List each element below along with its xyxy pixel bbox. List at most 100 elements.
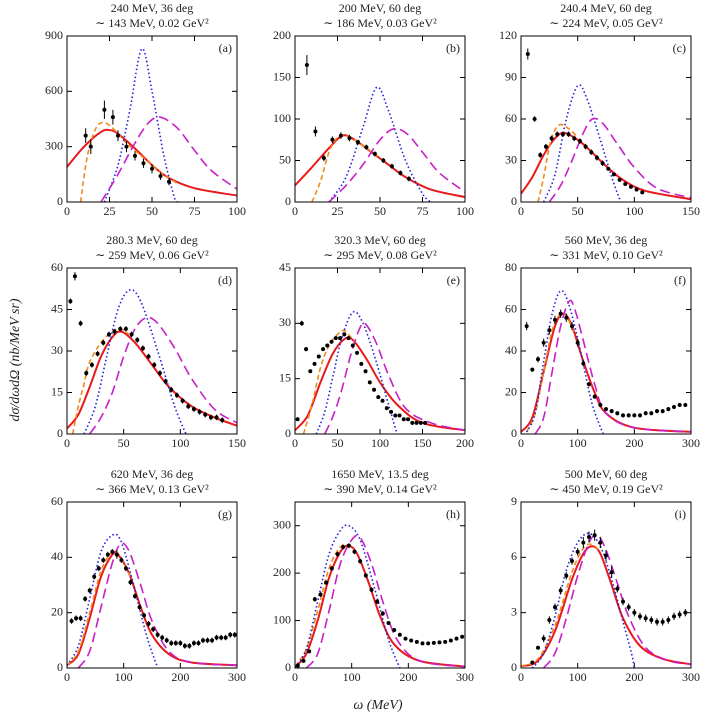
y-tick-label: 90 (505, 69, 517, 83)
data-point (102, 107, 107, 112)
plot-frame (66, 35, 238, 203)
data-point (672, 614, 676, 619)
y-tick-label: 80 (505, 260, 517, 274)
data-point (592, 394, 597, 399)
data-point (329, 566, 334, 571)
y-tick-label: 60 (51, 494, 63, 508)
plot-area (295, 524, 465, 668)
data-point (538, 152, 543, 157)
data-point (649, 618, 654, 623)
data-point (164, 638, 169, 643)
data-point (414, 420, 419, 425)
data-point (598, 540, 603, 545)
data-point (606, 166, 611, 171)
x-tick-label: 0 (64, 436, 70, 450)
x-tick-label: 25 (332, 204, 344, 218)
y-tick-label: 20 (505, 384, 517, 398)
data-point (683, 610, 688, 615)
data-point (628, 184, 633, 189)
x-tick-label: 150 (414, 436, 432, 450)
y-tick-label: 40 (505, 343, 517, 357)
plot-area (67, 533, 237, 668)
data-point (530, 367, 535, 372)
data-point (389, 164, 394, 169)
y-tick-label: 60 (505, 301, 517, 315)
y-tick-label: 50 (279, 152, 291, 166)
data-point (191, 641, 196, 646)
data-point (341, 545, 346, 550)
data-point (220, 418, 225, 423)
x-tick-label: 100 (625, 204, 643, 218)
data-point (589, 150, 594, 155)
panel-label: (h) (446, 507, 460, 521)
model-curve (83, 288, 187, 434)
x-tick-label: 100 (115, 670, 133, 684)
data-point (150, 166, 154, 171)
model-curve (543, 534, 691, 668)
data-point (666, 407, 671, 412)
data-point (133, 153, 137, 158)
data-point (397, 413, 402, 418)
data-point (621, 599, 625, 604)
x-tick-label: 300 (682, 436, 700, 450)
data-point (68, 299, 73, 304)
data-point (558, 588, 563, 593)
data-point (180, 398, 185, 403)
plot-area (295, 310, 465, 434)
data-point (308, 369, 313, 374)
panel-label: (c) (673, 41, 686, 55)
data-point (119, 558, 124, 563)
data-point (350, 343, 355, 348)
data-point (448, 638, 453, 643)
data-point (187, 643, 192, 648)
data-point (609, 570, 614, 575)
data-point (155, 632, 160, 637)
x-tick-label: 200 (625, 670, 643, 684)
data-point (406, 176, 411, 181)
data-point (203, 412, 208, 417)
data-point (89, 362, 94, 367)
data-point (640, 190, 645, 195)
panel-label: (d) (218, 273, 232, 287)
y-tick-label: 120 (499, 28, 517, 42)
data-point (352, 549, 357, 554)
y-tick-label: 200 (273, 28, 291, 42)
data-point (169, 641, 174, 646)
data-point (83, 133, 88, 138)
data-point (553, 605, 557, 610)
panel-title: 320.3 MeV, 60 deg (334, 233, 425, 247)
data-point (677, 612, 682, 617)
data-point (123, 326, 128, 331)
x-tick-label: 0 (64, 204, 70, 218)
data-point (389, 409, 394, 414)
data-point (609, 409, 614, 414)
data-point (197, 409, 202, 414)
x-tick-label: 50 (118, 436, 130, 450)
data-point (151, 627, 156, 632)
data-point (575, 340, 580, 345)
data-point (384, 406, 389, 411)
x-tick-label: 0 (292, 204, 298, 218)
data-point (575, 549, 580, 554)
data-point (96, 566, 101, 571)
x-tick-label: 0 (292, 436, 298, 450)
data-point (312, 361, 317, 366)
data-point (592, 533, 597, 538)
panel-title: 500 MeV, 60 deg (565, 467, 647, 481)
data-point (414, 639, 419, 644)
x-tick-label: 75 (189, 204, 201, 218)
data-point (312, 597, 317, 602)
data-point (543, 144, 548, 149)
panel-subtitle: ∼ 331 MeV, 0.10 GeV² (549, 248, 663, 262)
data-point (330, 137, 335, 142)
data-point (123, 566, 128, 571)
x-tick-label: 100 (343, 670, 361, 684)
model-curve (67, 330, 237, 430)
data-point (359, 361, 364, 366)
x-tick-label: 50 (572, 204, 584, 218)
plot-frame (520, 501, 692, 669)
data-point (137, 605, 142, 610)
y-tick-label: 200 (273, 565, 291, 579)
data-point (410, 420, 415, 425)
data-point (87, 588, 92, 593)
